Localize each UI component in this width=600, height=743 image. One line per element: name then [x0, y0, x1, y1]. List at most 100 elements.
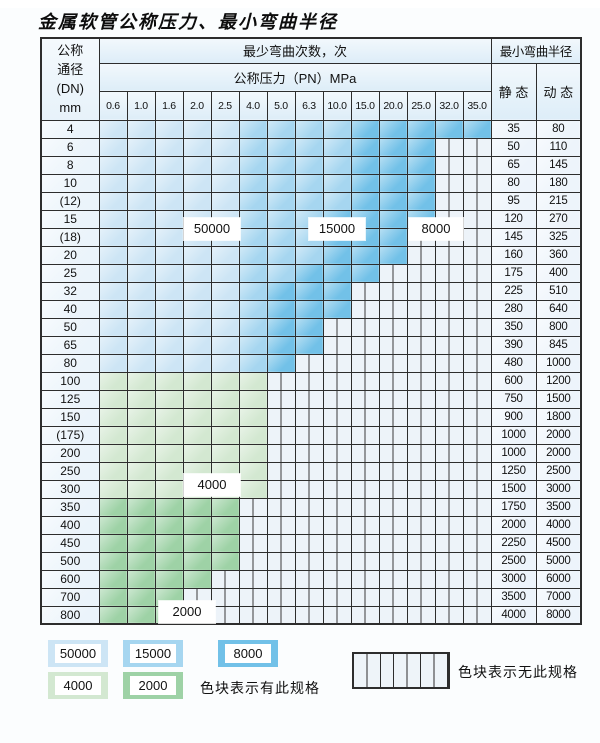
table-row: 10 80 180: [40, 173, 582, 193]
spec-cell: [98, 281, 128, 301]
dn-label: 300: [40, 479, 100, 499]
table-row: 800 4000 8000: [40, 605, 582, 625]
dn-label: 125: [40, 389, 100, 409]
spec-cell: [462, 497, 492, 517]
spec-cell: [126, 335, 156, 355]
spec-cell: [434, 533, 464, 553]
spec-cell: [126, 389, 156, 409]
spec-cell: [126, 299, 156, 319]
spec-cell: [98, 389, 128, 409]
static-radius-value: 900: [490, 407, 537, 427]
static-radius-value: 2250: [490, 533, 537, 553]
dn-column-header: 公称 通径 (DN) mm: [40, 37, 100, 121]
dn-header-line: 通径: [57, 62, 84, 78]
table-row: 450 2250 4500: [40, 533, 582, 553]
spec-cell: [378, 137, 408, 157]
spec-cell: [266, 335, 296, 355]
spec-cell: [126, 155, 156, 175]
spec-cell: [434, 173, 464, 193]
table-row: 100 600 1200: [40, 371, 582, 391]
static-radius-value: 1750: [490, 497, 537, 517]
table-row: 4 35 80: [40, 119, 582, 139]
spec-cell: [266, 173, 296, 193]
static-radius-value: 80: [490, 173, 537, 193]
spec-cell: [350, 281, 380, 301]
table-row: 8 65 145: [40, 155, 582, 175]
region-label-50000: 50000: [184, 218, 240, 240]
spec-cell: [154, 119, 184, 139]
spec-cell: [238, 605, 268, 625]
spec-cell: [462, 245, 492, 265]
spec-cell: [350, 335, 380, 355]
dn-label: 250: [40, 461, 100, 481]
dynamic-radius-value: 8000: [535, 605, 582, 625]
spec-cell: [210, 317, 240, 337]
dn-label: 10: [40, 173, 100, 193]
spec-cell: [350, 371, 380, 391]
dynamic-radius-value: 3000: [535, 479, 582, 499]
spec-cell: [462, 227, 492, 247]
spec-cell: [154, 443, 184, 463]
spec-cell: [322, 407, 352, 427]
spec-cell: [322, 371, 352, 391]
spec-cell: [322, 353, 352, 373]
spec-cell: [462, 479, 492, 499]
static-radius-value: 160: [490, 245, 537, 265]
spec-cell: [462, 551, 492, 571]
spec-cell: [462, 353, 492, 373]
legend-label: 50000: [55, 644, 101, 663]
dynamic-radius-value: 400: [535, 263, 582, 283]
spec-cell: [406, 515, 436, 535]
spec-cell: [462, 119, 492, 139]
spec-cell: [154, 569, 184, 589]
table-row: 50 350 800: [40, 317, 582, 337]
spec-cell: [126, 353, 156, 373]
spec-cell: [462, 425, 492, 445]
spec-cell: [266, 461, 296, 481]
spec-cell: [182, 407, 212, 427]
table-row: 250 1250 2500: [40, 461, 582, 481]
spec-cell: [350, 569, 380, 589]
spec-cell: [126, 371, 156, 391]
bend-cycles-header: 最少弯曲次数，次: [98, 37, 492, 64]
spec-cell: [322, 137, 352, 157]
spec-cell: [462, 371, 492, 391]
spec-cell: [378, 443, 408, 463]
spec-cell: [462, 155, 492, 175]
spec-cell: [126, 191, 156, 211]
static-radius-value: 1500: [490, 479, 537, 499]
spec-cell: [434, 245, 464, 265]
spec-cell: [406, 479, 436, 499]
dynamic-radius-value: 360: [535, 245, 582, 265]
spec-cell: [294, 299, 324, 319]
spec-cell: [350, 137, 380, 157]
spec-cell: [350, 479, 380, 499]
spec-cell: [266, 425, 296, 445]
spec-cell: [378, 587, 408, 607]
legend-no-spec-swatch: [352, 652, 450, 689]
spec-cell: [378, 605, 408, 625]
spec-cell: [350, 155, 380, 175]
spec-cell: [98, 515, 128, 535]
table-row: 6 50 110: [40, 137, 582, 157]
spec-cell: [154, 317, 184, 337]
spec-cell: [210, 515, 240, 535]
spec-cell: [322, 461, 352, 481]
spec-cell: [350, 317, 380, 337]
spec-cell: [322, 605, 352, 625]
spec-cell: [462, 173, 492, 193]
spec-cell: [182, 515, 212, 535]
spec-cell: [98, 569, 128, 589]
spec-cell: [154, 227, 184, 247]
spec-cell: [126, 317, 156, 337]
spec-cell: [434, 461, 464, 481]
legend-label: 2000: [130, 676, 176, 695]
spec-cell: [266, 353, 296, 373]
region-label-15000: 15000: [309, 218, 365, 240]
spec-cell: [126, 497, 156, 517]
spec-cell: [350, 587, 380, 607]
spec-cell: [294, 551, 324, 571]
spec-cell: [322, 155, 352, 175]
spec-cell: [98, 245, 128, 265]
spec-cell: [462, 605, 492, 625]
